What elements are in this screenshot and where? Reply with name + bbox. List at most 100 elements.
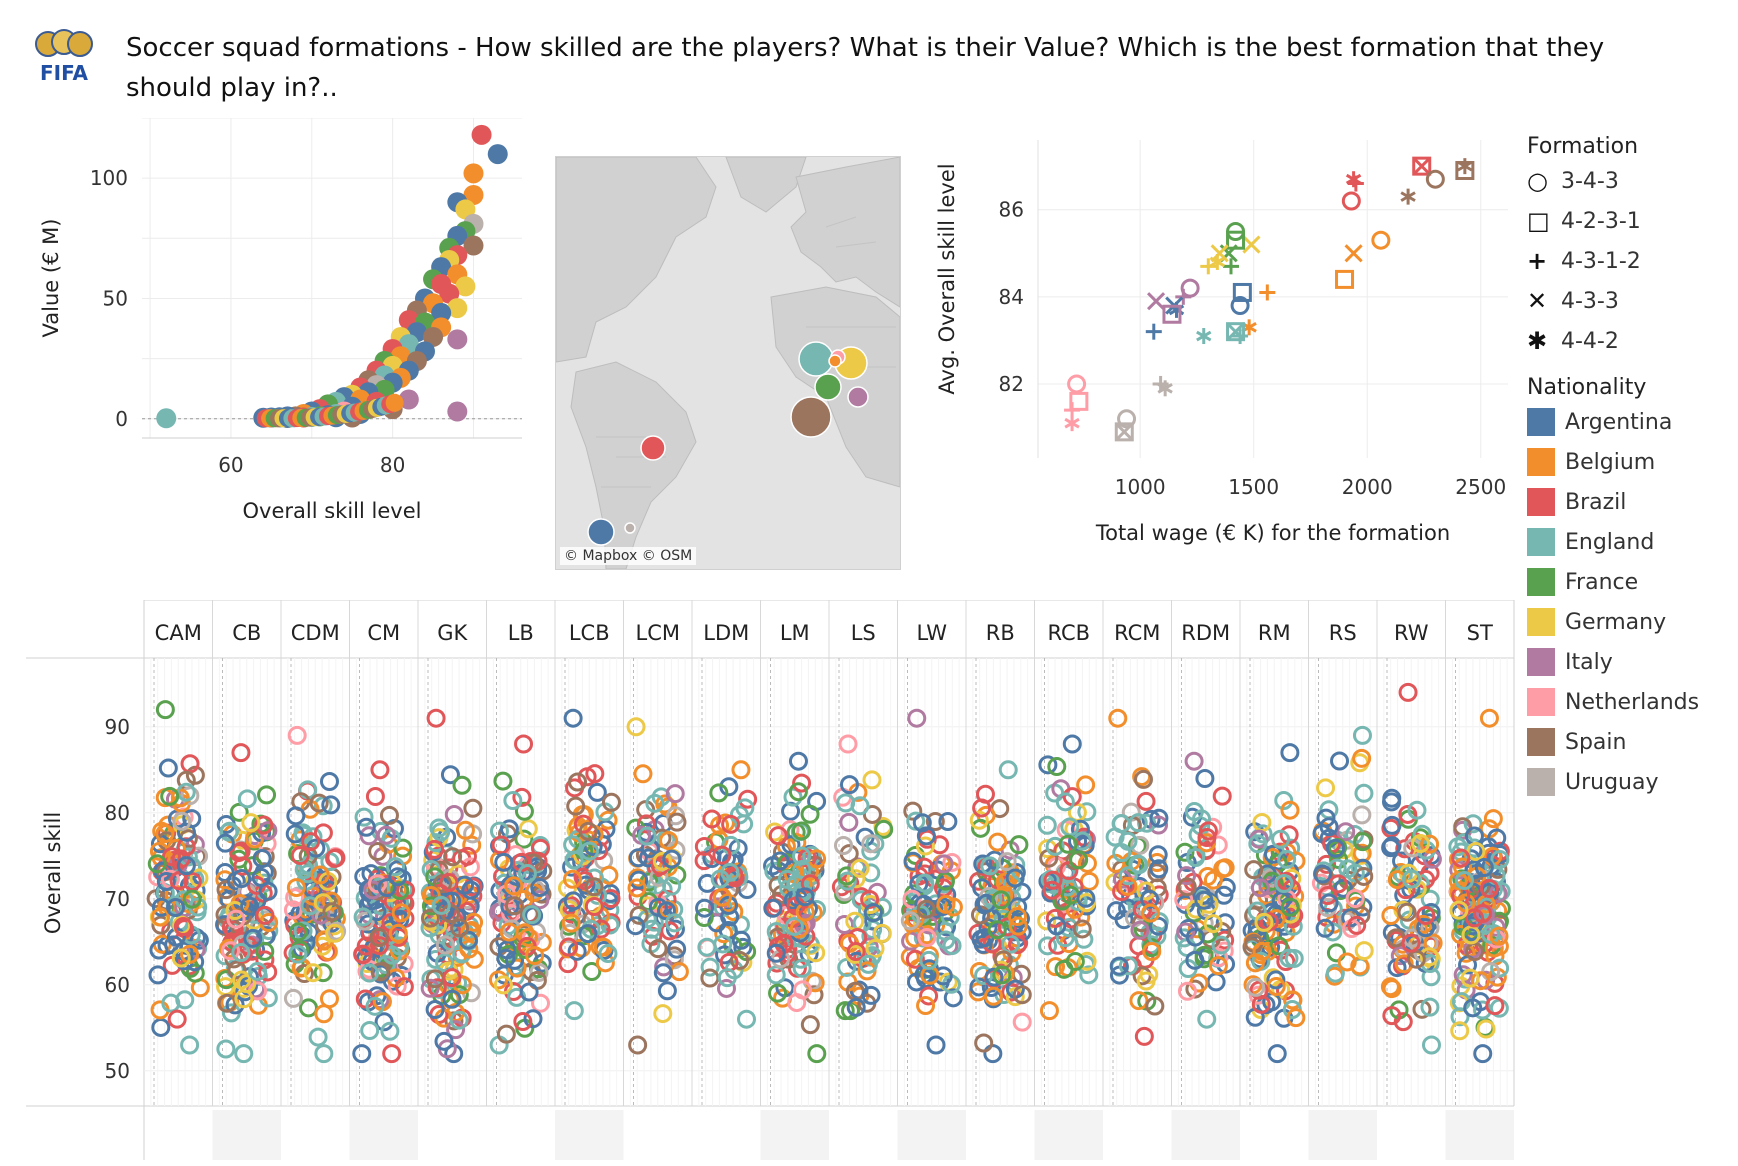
data-point [1118,866,1138,886]
data-point [1394,954,1414,974]
formation-legend: ○ 3-4-3 □ 4-2-3-1 +4-3-1-2 ✕ 4-3-3 ✱ 4-4-2 [1527,161,1727,361]
data-point [694,908,714,928]
data-point [231,743,251,763]
color-swatch [1527,448,1555,476]
data-point [1079,965,1099,985]
data-point [792,860,812,880]
formation-legend-item[interactable]: +4-3-1-2 [1527,241,1727,281]
data-point [1283,990,1303,1010]
data-point [1114,422,1134,442]
nationality-legend-item[interactable]: Germany [1527,602,1727,642]
y-tick-label: 50 [105,1059,130,1083]
data-point [1425,169,1445,189]
data-point [1037,815,1057,835]
asterisk-marker [1157,383,1173,394]
data-point [216,1039,236,1059]
data-point [1416,906,1436,926]
nationality-legend-item[interactable]: Uruguay [1527,762,1727,802]
data-point [170,788,190,808]
data-point [1319,893,1339,913]
position-header: LS [851,621,876,645]
data-point [1055,792,1075,812]
data-point [360,963,380,983]
nationality-legend-item[interactable]: Spain [1527,722,1727,762]
data-point [1248,834,1268,854]
color-swatch [1527,608,1555,636]
data-point [626,916,646,936]
data-point [147,854,167,874]
data-point [1043,870,1063,890]
square-marker [1335,269,1355,289]
data-point [435,953,455,973]
data-point [460,857,480,877]
data-point [385,393,404,412]
nationality-legend-item[interactable]: England [1527,522,1727,562]
data-point [1333,878,1353,898]
band-cell [555,1110,624,1160]
data-point [731,760,751,780]
nationality-legend-item[interactable]: Netherlands [1527,682,1727,722]
data-point [736,1009,756,1029]
band-cell [1034,1110,1103,1160]
position-header: LCB [569,621,610,645]
data-point [1148,845,1168,865]
data-point [171,948,191,968]
circle-marker [1371,230,1391,250]
data-point [1197,1009,1217,1029]
formation-legend-item[interactable]: ✕ 4-3-3 [1527,281,1727,321]
data-point [655,794,675,814]
data-point [926,1035,946,1055]
data-point [514,801,534,821]
data-point [1038,755,1058,775]
formation-legend-item[interactable]: □ 4-2-3-1 [1527,201,1727,241]
nationality-legend-item[interactable]: Argentina [1527,402,1727,442]
data-point [915,864,935,884]
data-point [1463,814,1483,834]
data-point [1206,972,1226,992]
data-point [435,935,455,955]
position-header: RS [1329,621,1357,645]
data-point [367,874,387,894]
data-point [1140,889,1160,909]
data-point [1177,877,1197,897]
data-point [1352,748,1372,768]
data-point [1142,941,1162,961]
data-point [800,804,820,824]
data-point [1251,994,1271,1014]
data-point [1412,157,1431,176]
nationality-legend-label: Spain [1565,729,1627,755]
data-point [156,872,176,892]
nationality-map[interactable]: © Mapbox © OSM [555,156,901,570]
data-point [321,795,341,815]
nationality-legend-item[interactable]: France [1527,562,1727,602]
data-point [1230,296,1250,316]
nationality-legend-item[interactable]: Italy [1527,642,1727,682]
nationality-legend-item[interactable]: Brazil [1527,482,1727,522]
data-point [559,900,579,920]
square-marker [1162,304,1182,324]
formation-legend-item[interactable]: ○ 3-4-3 [1527,161,1727,201]
data-point [1109,956,1129,976]
position-header: CM [367,621,400,645]
data-point [1347,175,1364,192]
nationality-legend-item[interactable]: Belgium [1527,442,1727,482]
data-point [1037,911,1057,931]
data-point [1045,908,1065,928]
data-point [1072,919,1092,939]
formation-legend-item[interactable]: ✱ 4-4-2 [1527,321,1727,361]
data-point [1354,941,1374,961]
data-point [1208,956,1228,976]
data-point [442,989,462,1009]
data-point [1448,837,1468,857]
data-point [992,965,1012,985]
data-point [391,903,411,923]
data-point [667,812,687,832]
data-point [659,831,679,851]
data-point [513,1012,533,1032]
data-point [494,852,514,872]
data-point [518,819,538,839]
data-point [1337,952,1357,972]
data-point [185,963,205,983]
data-point [846,997,866,1017]
data-point [1276,871,1296,891]
